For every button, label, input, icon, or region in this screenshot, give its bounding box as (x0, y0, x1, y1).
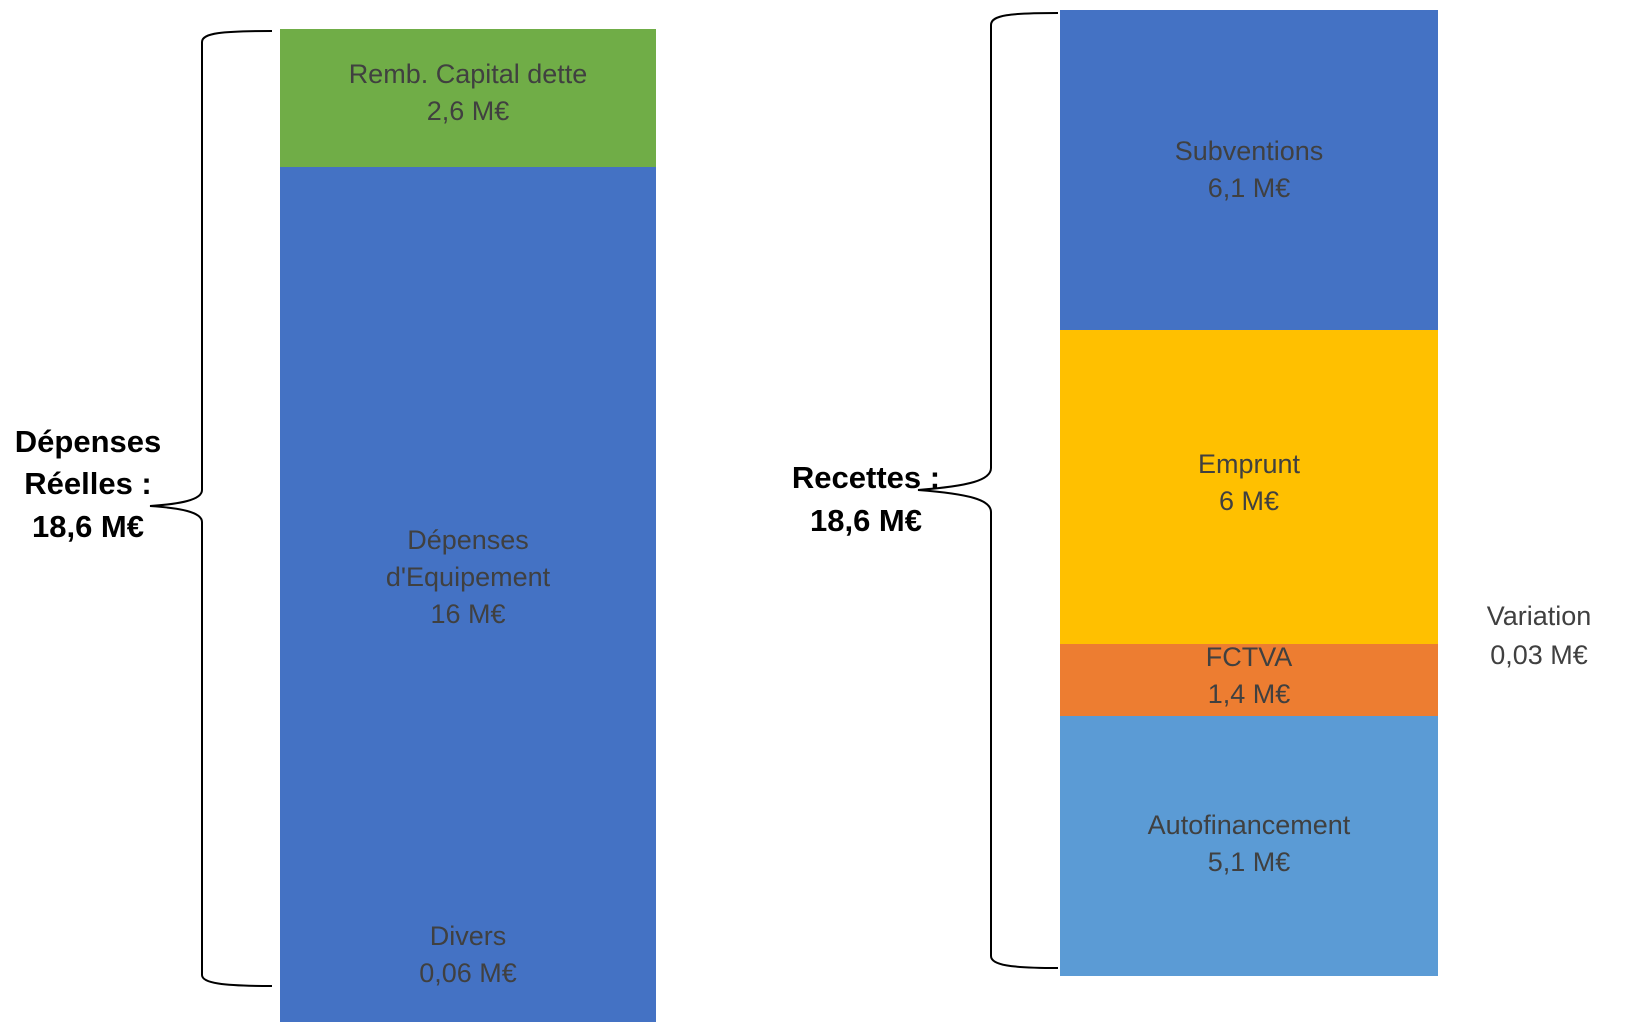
segment-value-divers: 0,06 M€ (419, 958, 517, 988)
segment-label-emprunt: Emprunt (1197, 449, 1301, 479)
segment-value-fctva: 1,4 M€ (1207, 679, 1291, 709)
segment-value-autofinancement: 5,1 M€ (1207, 847, 1291, 877)
revenues-total-line1: Recettes : (791, 460, 941, 495)
variation-value: 0,03 M€ (1490, 640, 1588, 670)
variation-label: Variation (1486, 601, 1592, 631)
segment-label-autofinancement: Autofinancement (1147, 810, 1351, 840)
expenses-total-line1: Dépenses (14, 424, 162, 459)
bar-segment-emprunt: Emprunt 6 M€ (1060, 330, 1438, 644)
segment-value-emprunt: 6 M€ (1218, 486, 1280, 516)
segment-label-fctva: FCTVA (1205, 642, 1293, 672)
bar-segment-fctva: FCTVA 1,4 M€ (1060, 642, 1438, 716)
segment-label-depenses-line2: d'Equipement (385, 562, 551, 592)
segment-value-subventions: 6,1 M€ (1207, 173, 1291, 203)
segment-label-subventions: Subventions (1174, 136, 1324, 166)
segment-value-depenses-equipement: 16 M€ (430, 599, 506, 629)
bar-segment-autofinancement: Autofinancement 5,1 M€ (1060, 716, 1438, 976)
segment-value-remb-capital-dette: 2,6 M€ (426, 96, 510, 126)
segment-label-divers: Divers (429, 921, 507, 951)
segment-label-remb-capital-dette: Remb. Capital dette (348, 59, 588, 89)
expenses-total-line2: Réelles : (24, 466, 152, 501)
revenues-total-line2: 18,6 M€ (809, 503, 922, 538)
bar-segment-depenses-equipement: Dépenses d'Equipement 16 M€ Divers 0,06 … (280, 167, 656, 1022)
bar-segment-remb-capital-dette: Remb. Capital dette 2,6 M€ (280, 29, 656, 167)
segment-label-depenses-line1: Dépenses (407, 525, 529, 555)
bar-segment-subventions: Subventions 6,1 M€ (1060, 10, 1438, 330)
expenses-total-line3: 18,6 M€ (31, 509, 144, 544)
